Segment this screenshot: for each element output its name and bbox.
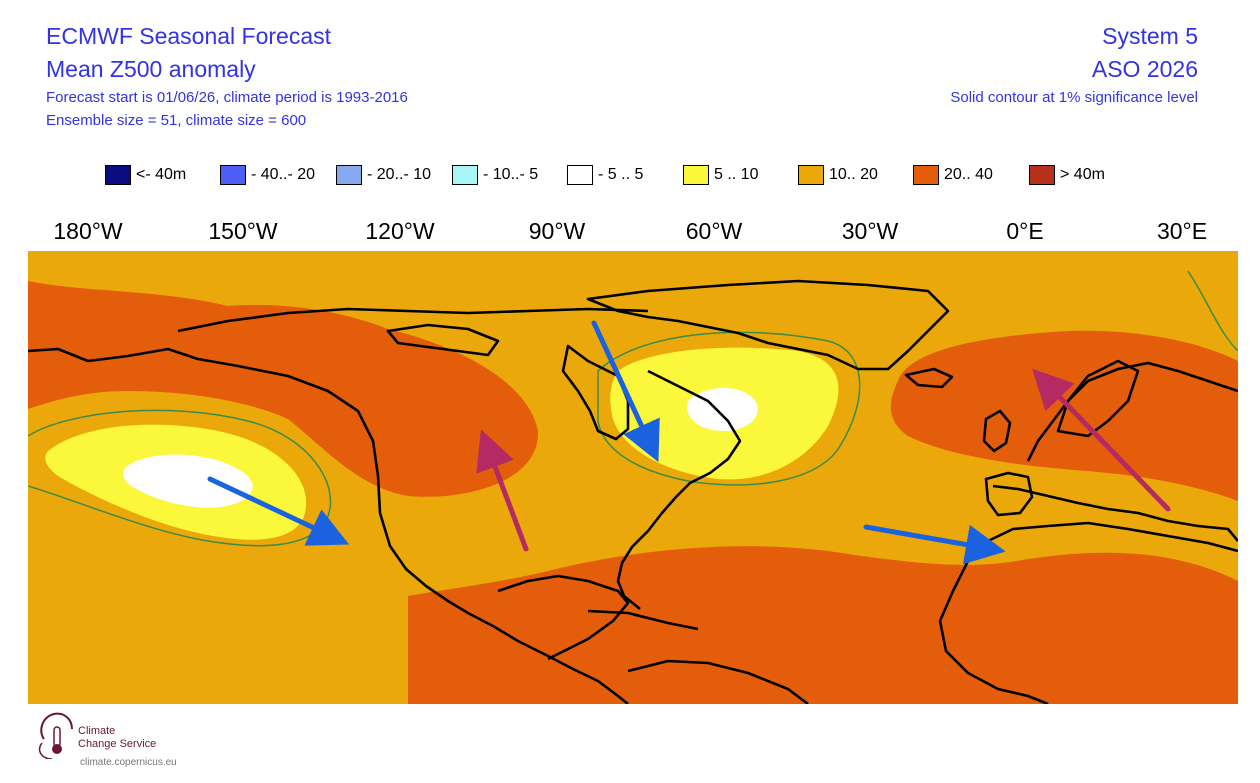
legend-swatch	[683, 165, 709, 185]
coastline-europe	[1026, 361, 1238, 462]
band-neutral-hudson	[687, 387, 758, 431]
logo-line2: Change Service	[78, 738, 157, 750]
legend-swatch	[105, 165, 131, 185]
copernicus-logo: Climate Change Service climate.copernicu…	[36, 707, 256, 777]
coastline-arctic-islands	[386, 323, 500, 357]
coastline-cuba-caribbean	[587, 609, 699, 631]
lon-label: 30°W	[841, 218, 899, 244]
legend-label: 10.. 20	[829, 166, 878, 183]
map-subtitle: Mean Z500 anomaly	[46, 56, 256, 82]
legend-label: - 20..- 10	[367, 166, 432, 183]
title-block: ECMWF Seasonal Forecast Mean Z500 anomal…	[46, 20, 408, 132]
anomaly-shading	[28, 251, 1238, 704]
legend-swatch	[452, 165, 478, 185]
coastline-greenland	[586, 279, 950, 371]
legend-label: - 5 .. 5	[598, 166, 644, 183]
coastline-mediterranean	[992, 484, 1238, 542]
logo-url: climate.copernicus.eu	[80, 757, 177, 768]
legend-label: 5 .. 10	[714, 166, 759, 183]
coastline-gulf-mexico	[497, 574, 630, 661]
legend-item: 10.. 20	[798, 163, 878, 187]
lon-label: 180°W	[53, 218, 123, 244]
arrow-blue-atlantic	[863, 524, 1006, 565]
coastline-british-isles	[982, 409, 1012, 453]
legend-item: - 40..- 20	[220, 163, 315, 187]
legend-item: - 5 .. 5	[567, 163, 643, 187]
lon-label: 60°W	[685, 218, 743, 244]
right-header: System 5 ASO 2026 Solid contour at 1% si…	[950, 20, 1198, 109]
legend-item: - 10..- 5	[452, 163, 538, 187]
legend-item: 20.. 40	[913, 163, 993, 187]
lon-label: 120°W	[365, 218, 435, 244]
ensemble-size-text: Ensemble size = 51, climate size = 600	[46, 112, 307, 129]
lon-label: 30°E	[1156, 218, 1208, 244]
legend-swatch	[220, 165, 246, 185]
period-label: ASO 2026	[1091, 56, 1198, 82]
band-20-40-north-pacific	[28, 281, 539, 497]
coastline-iberia	[984, 471, 1034, 517]
logo-line1: Climate	[78, 725, 116, 737]
arrow-magenta-west-america	[476, 429, 529, 552]
coastline-west-africa	[938, 560, 1049, 704]
significance-contour-arctic	[1187, 270, 1238, 352]
arrow-blue-pacific	[207, 476, 350, 546]
map-title: ECMWF Seasonal Forecast	[46, 23, 332, 49]
flow-arrows	[207, 320, 1171, 565]
significance-contour-northeast-america	[597, 331, 861, 486]
legend-item: - 20..- 10	[336, 163, 431, 187]
legend-item: <- 40m	[105, 163, 186, 187]
legend-label: <- 40m	[136, 166, 187, 183]
coastline-alaska-west-america	[28, 347, 629, 704]
legend-swatch	[567, 165, 593, 185]
coastline-hudson-bay	[561, 344, 630, 441]
band-20-40-southern	[408, 546, 1238, 704]
legend-label: > 40m	[1060, 166, 1105, 183]
band-neutral-pacific	[122, 454, 253, 508]
coastline-north-america-arctic	[177, 307, 649, 333]
legend-swatch	[1029, 165, 1055, 185]
legend-item: > 40m	[1029, 163, 1105, 187]
arrow-magenta-europe	[1032, 368, 1171, 512]
lon-label: 0°E	[1006, 218, 1044, 244]
legend-label: - 40..- 20	[251, 166, 316, 183]
legend-item: 5 .. 10	[683, 163, 758, 187]
legend-label: 20.. 40	[944, 166, 993, 183]
legend-swatch	[913, 165, 939, 185]
legend-label: - 10..- 5	[483, 166, 539, 183]
arrow-blue-northeast-america	[591, 320, 660, 463]
coastline-east-america	[616, 369, 742, 611]
legend-swatch	[798, 165, 824, 185]
lon-label: 150°W	[208, 218, 278, 244]
coastline-south-america	[627, 659, 809, 704]
logo-name: Climate Change Service	[78, 725, 156, 751]
forecast-start-text: Forecast start is 01/06/26, climate peri…	[46, 89, 408, 106]
climate-logo-icon	[38, 712, 73, 759]
coastline-iceland	[904, 367, 954, 389]
system-label: System 5	[1102, 23, 1198, 49]
legend-swatch	[336, 165, 362, 185]
contour-note: Solid contour at 1% significance level	[950, 89, 1198, 106]
anomaly-map	[28, 251, 1238, 704]
lon-label: 90°W	[528, 218, 586, 244]
